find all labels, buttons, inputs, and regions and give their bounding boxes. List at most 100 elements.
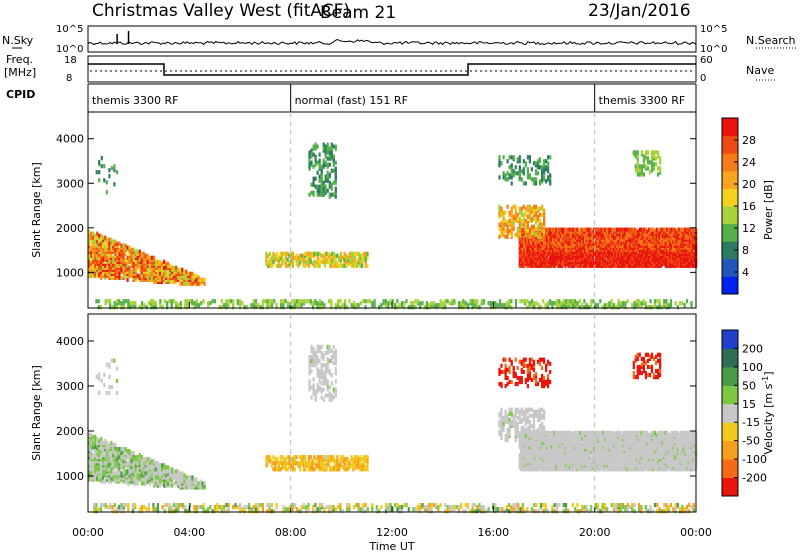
heatmap-cell bbox=[305, 299, 307, 303]
heatmap-cell bbox=[539, 165, 541, 169]
heatmap-cell bbox=[519, 155, 521, 159]
heatmap-cell bbox=[127, 469, 129, 473]
heatmap-cell bbox=[329, 147, 331, 151]
heatmap-cell bbox=[670, 299, 672, 303]
heatmap-cell bbox=[321, 503, 323, 507]
heatmap-cell bbox=[114, 301, 116, 305]
heatmap-cell bbox=[114, 471, 116, 475]
heatmap-cell bbox=[241, 507, 243, 511]
heatmap-cell bbox=[583, 509, 585, 513]
heatmap-cell bbox=[120, 451, 122, 455]
heatmap-cell bbox=[654, 503, 656, 507]
heatmap-cell bbox=[526, 305, 528, 309]
heatmap-cell bbox=[125, 447, 127, 451]
heatmap-cell bbox=[125, 503, 127, 507]
heatmap-cell bbox=[310, 299, 312, 303]
heatmap-cell bbox=[93, 503, 95, 507]
heatmap-cell bbox=[253, 505, 255, 509]
heatmap-cell bbox=[319, 503, 321, 507]
heatmap-cell bbox=[134, 301, 136, 305]
heatmap-cell bbox=[643, 164, 645, 168]
heatmap-cell bbox=[196, 299, 198, 303]
heatmap-cell bbox=[193, 301, 195, 305]
heatmap-cell bbox=[505, 173, 507, 177]
heatmap-cell bbox=[339, 305, 341, 309]
heatmap-cell bbox=[325, 161, 327, 165]
heatmap-cell bbox=[355, 303, 357, 307]
date-label: 23/Jan/2016 bbox=[588, 1, 691, 21]
heatmap-cell bbox=[474, 503, 476, 507]
heatmap-cell bbox=[102, 469, 104, 473]
colorbar-tick-label: 4 bbox=[742, 266, 749, 279]
heatmap-cell bbox=[405, 299, 407, 303]
heatmap-cell bbox=[96, 236, 98, 240]
heatmap-cell bbox=[348, 503, 350, 507]
heatmap-cell bbox=[521, 207, 523, 211]
heatmap-cell bbox=[462, 509, 464, 513]
heatmap-cell bbox=[321, 177, 323, 181]
heatmap-cell bbox=[110, 254, 112, 258]
heatmap-cell bbox=[358, 303, 360, 307]
heatmap-cell bbox=[522, 503, 524, 507]
heatmap-cell bbox=[529, 155, 531, 159]
heatmap-cell bbox=[507, 235, 509, 239]
heatmap-cell bbox=[500, 231, 502, 235]
heatmap-cell bbox=[476, 299, 478, 303]
heatmap-cell bbox=[118, 505, 120, 509]
heatmap-cell bbox=[542, 503, 544, 507]
heatmap-cell bbox=[599, 299, 601, 303]
heatmap-cell bbox=[331, 183, 333, 187]
heatmap-cell bbox=[511, 223, 513, 227]
heatmap-cell bbox=[296, 299, 298, 303]
heatmap-cell bbox=[515, 303, 517, 307]
heatmap-cell bbox=[638, 303, 640, 307]
heatmap-cell bbox=[319, 264, 321, 268]
heatmap-cell bbox=[323, 143, 325, 147]
heatmap-cell bbox=[361, 264, 363, 268]
heatmap-cell bbox=[337, 505, 339, 509]
heatmap-cell bbox=[417, 299, 419, 303]
heatmap-cell bbox=[688, 503, 690, 507]
heatmap-cell bbox=[148, 503, 150, 507]
heatmap-cell bbox=[223, 509, 225, 513]
heatmap-cell bbox=[116, 305, 118, 309]
heatmap-cell bbox=[435, 303, 437, 307]
nsky-label: N.Sky bbox=[2, 34, 34, 47]
heatmap-cell bbox=[639, 164, 641, 168]
heatmap-cell bbox=[313, 177, 315, 181]
heatmap-cell bbox=[447, 505, 449, 509]
heatmap-cell bbox=[179, 282, 181, 286]
heatmap-cell bbox=[200, 301, 202, 305]
heatmap-cell bbox=[515, 503, 517, 507]
noise-top-tick: 10^5 bbox=[56, 24, 83, 35]
heatmap-cell bbox=[147, 276, 149, 280]
heatmap-cell bbox=[394, 303, 396, 307]
heatmap-cell bbox=[127, 503, 129, 507]
heatmap-cell bbox=[151, 272, 153, 276]
heatmap-cell bbox=[535, 221, 537, 225]
heatmap-cell bbox=[177, 272, 179, 276]
heatmap-cell bbox=[106, 180, 108, 184]
heatmap-cell bbox=[635, 150, 637, 154]
heatmap-cell bbox=[369, 299, 371, 303]
heatmap-cell bbox=[428, 503, 430, 507]
heatmap-cell bbox=[123, 503, 125, 507]
heatmap-cell bbox=[615, 305, 617, 309]
heatmap-cell bbox=[118, 455, 120, 459]
heatmap-cell bbox=[408, 305, 410, 309]
heatmap-cell bbox=[508, 503, 510, 507]
heatmap-cell bbox=[364, 509, 366, 513]
heatmap-cell bbox=[98, 305, 100, 309]
heatmap-cell bbox=[308, 151, 310, 155]
heatmap-cell bbox=[529, 209, 531, 213]
heatmap-cell bbox=[417, 505, 419, 509]
heatmap-cell bbox=[437, 303, 439, 307]
heatmap-cell bbox=[635, 168, 637, 172]
heatmap-cell bbox=[94, 272, 96, 276]
heatmap-cell bbox=[271, 299, 273, 303]
heatmap-cell bbox=[132, 503, 134, 507]
heatmap-cell bbox=[481, 505, 483, 509]
heatmap-cell bbox=[90, 236, 92, 240]
heatmap-cell bbox=[152, 305, 154, 309]
